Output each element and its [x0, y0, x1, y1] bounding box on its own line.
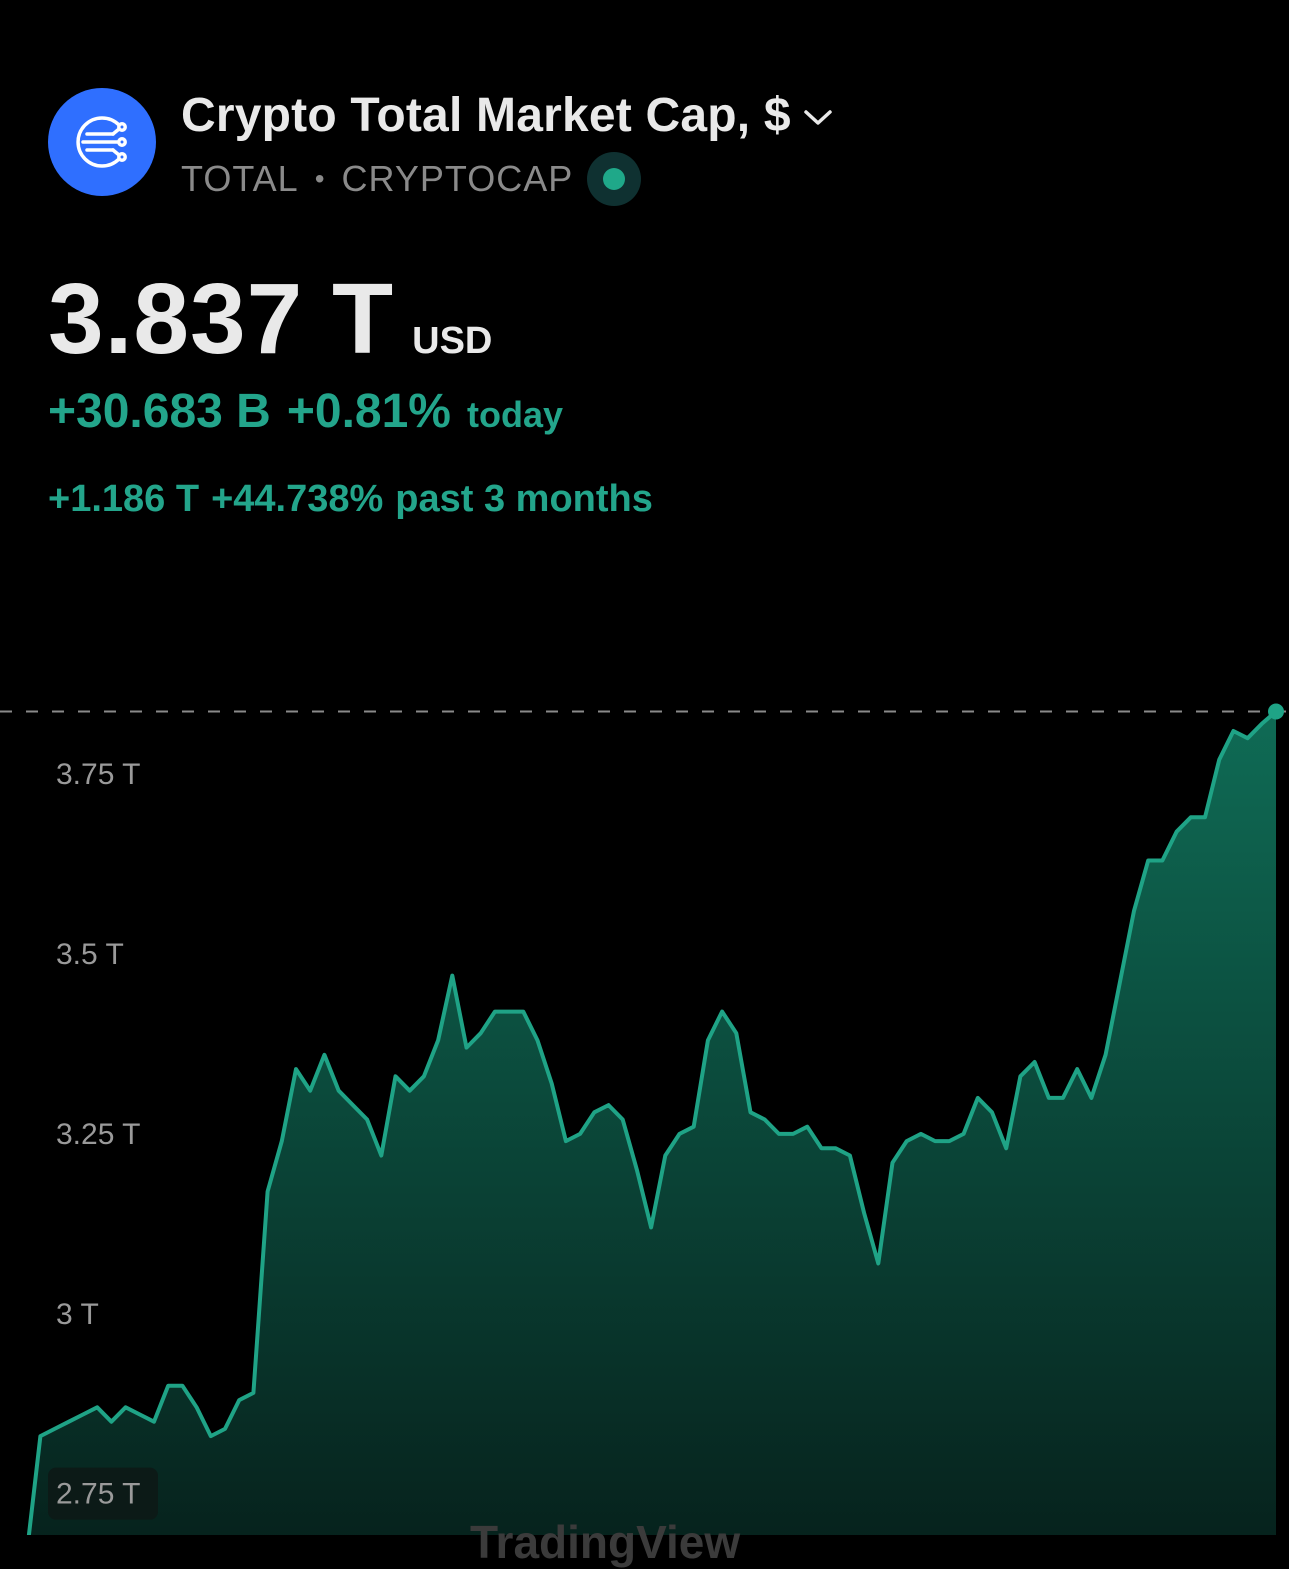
last-value-marker [1268, 703, 1284, 720]
ticker-label: TOTAL [181, 158, 299, 199]
market-status-indicator [587, 152, 642, 206]
range-change-absolute: +1.186 T [48, 478, 200, 520]
exchange-label: CRYPTOCAP [341, 158, 574, 199]
series-line [26, 709, 1278, 1535]
price-value: 3.837 T [48, 263, 395, 375]
daily-change-period: today [466, 394, 563, 435]
y-tick-label: 3 T [56, 1298, 99, 1331]
chart-area-fill [12, 711, 1276, 1535]
crypto-network-icon [76, 116, 127, 168]
price-row: 3.837 T USD [48, 262, 492, 377]
symbol-title[interactable]: Crypto Total Market Cap, $ [181, 88, 833, 143]
y-tick-label: 2.75 T [56, 1478, 141, 1511]
daily-change-row: +30.683 B +0.81% today [48, 384, 563, 439]
daily-change-percent: +0.81% [286, 385, 451, 438]
range-change-percent: +44.738% [211, 478, 384, 520]
y-tick-label: 3.25 T [56, 1118, 141, 1151]
y-tick-label: 3.75 T [56, 758, 141, 791]
symbol-subtitle: TOTAL • CRYPTOCAP [181, 152, 642, 206]
daily-change-absolute: +30.683 B [48, 385, 271, 438]
symbol-title-text: Crypto Total Market Cap, $ [181, 89, 791, 142]
separator: • [314, 163, 326, 194]
y-tick-label: 3.5 T [56, 938, 124, 971]
y-tick-highlight [48, 1467, 158, 1520]
range-change-row: +1.186 T +44.738% past 3 months [48, 478, 653, 521]
range-label: past 3 months [395, 478, 653, 520]
chevron-down-icon[interactable] [803, 108, 833, 128]
symbol-logo[interactable] [48, 88, 156, 196]
price-currency: USD [412, 320, 493, 362]
live-dot-icon [603, 168, 626, 190]
price-chart[interactable]: 3.75 T 3.5 T 3.25 T 3 T 2.75 T [0, 640, 1289, 1535]
tradingview-watermark: TradingView [470, 1516, 741, 1568]
